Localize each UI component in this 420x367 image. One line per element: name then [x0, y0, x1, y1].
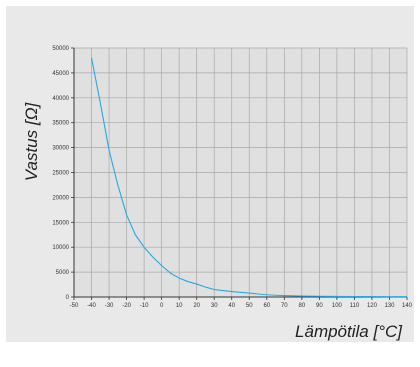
y-tick-label: 0	[66, 295, 70, 301]
x-tick-label: 140	[402, 303, 413, 309]
y-tick-label: 25000	[52, 171, 69, 177]
data-series	[90, 57, 408, 298]
x-tick-label: 130	[384, 303, 395, 309]
y-tick-label: 20000	[52, 195, 69, 201]
y-tick-label: 45000	[52, 71, 69, 77]
x-axis-title: Lämpötila [°C]	[295, 322, 403, 341]
x-tick-label: 30	[211, 303, 218, 309]
x-tick-label: 60	[263, 303, 270, 309]
x-tick-label: -20	[122, 303, 131, 309]
x-tick-label: 40	[228, 303, 235, 309]
x-tick-label: 50	[246, 303, 253, 309]
y-tick-label: 10000	[52, 245, 69, 251]
y-tick-label: 40000	[52, 96, 69, 102]
x-tick-label: 70	[281, 303, 288, 309]
x-tick-label: -30	[105, 303, 114, 309]
x-tick-label: 0	[160, 303, 164, 309]
y-tick-label: 50000	[52, 46, 69, 52]
x-tick-label: 10	[176, 303, 183, 309]
x-tick-label: 90	[316, 303, 323, 309]
x-tick-label: -50	[70, 303, 79, 309]
x-tick-label: 110	[350, 303, 360, 309]
x-tick-label: 80	[298, 303, 305, 309]
series-line	[90, 57, 408, 298]
grid-lines	[74, 47, 408, 297]
chart-panel: -50 -40 -30 -20 -10 0 10 20 30 40 50 60 70 80 90 100 110…	[6, 6, 414, 342]
x-tick-label: 20	[193, 303, 200, 309]
x-tick-label: 100	[332, 303, 343, 309]
tick-labels: -50 -40 -30 -20 -10 0 10 20 30 40 50 60 70 80 90 100 110…	[52, 46, 412, 309]
x-tick-label: 120	[367, 303, 378, 309]
resistance-temperature-chart: -50 -40 -30 -20 -10 0 10 20 30 40 50 60 70 80 90 100 110…	[22, 46, 413, 341]
x-tick-label: -10	[140, 303, 149, 309]
x-tick-label: -40	[87, 303, 96, 309]
y-tick-label: 35000	[52, 121, 69, 127]
y-axis-title: Vastus [Ω]	[22, 102, 41, 182]
y-tick-label: 5000	[56, 270, 70, 276]
y-tick-label: 30000	[52, 146, 69, 152]
y-tick-label: 15000	[52, 220, 69, 226]
